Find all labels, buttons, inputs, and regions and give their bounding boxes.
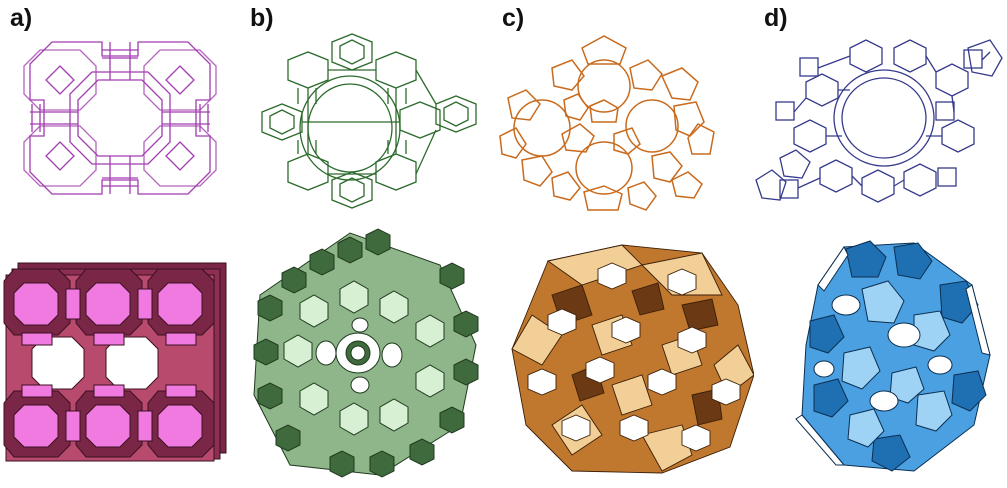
panel-d: d) bbox=[754, 0, 1007, 488]
panel-label-c: c) bbox=[502, 4, 525, 32]
panel-label-b: b) bbox=[250, 4, 274, 32]
framework-d-wireframe bbox=[755, 39, 1003, 203]
panel-c: c) bbox=[492, 0, 754, 488]
framework-b-solid-model bbox=[253, 228, 479, 478]
panel-label-a: a) bbox=[10, 4, 33, 32]
framework-c-solid-model bbox=[511, 244, 754, 474]
panel-b: b) bbox=[240, 0, 492, 488]
framework-d-solid-model bbox=[795, 240, 991, 472]
framework-c-wireframe bbox=[499, 35, 715, 211]
panel-a: a) bbox=[0, 0, 240, 488]
panel-label-d: d) bbox=[764, 4, 788, 32]
framework-b-wireframe bbox=[261, 33, 477, 209]
framework-a-wireframe bbox=[23, 41, 217, 195]
framework-a-solid-model bbox=[3, 262, 227, 462]
